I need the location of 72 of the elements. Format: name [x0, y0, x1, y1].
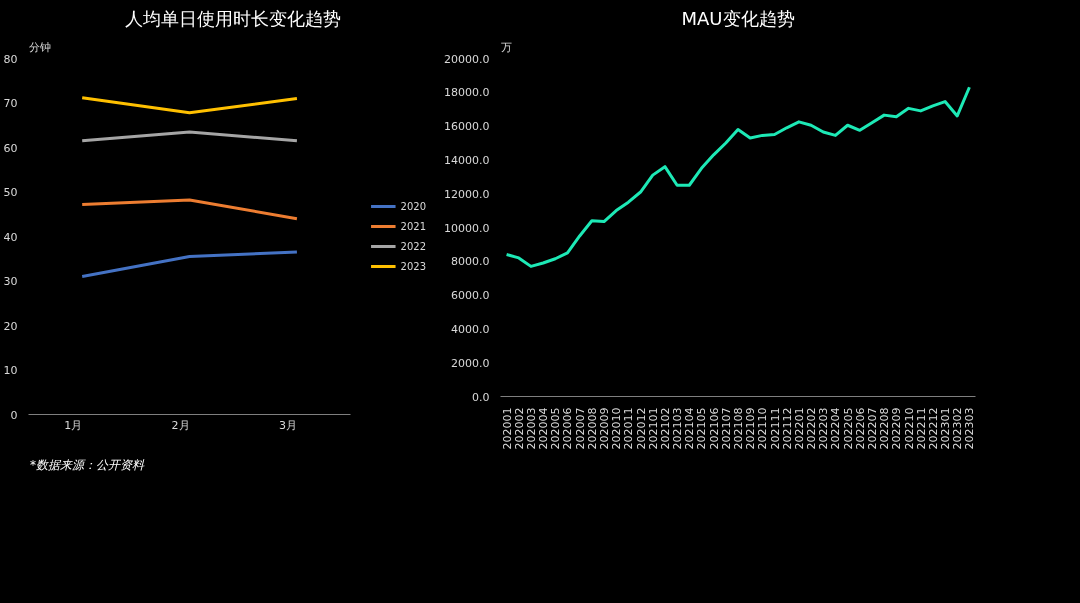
y-tick-label: 20000.0 — [444, 52, 490, 66]
text: *数据来源：公开资料 — [30, 457, 144, 474]
x-tick-label: 202110 — [756, 407, 770, 450]
x-tick-label: 202206 — [853, 407, 867, 450]
x-tick-label: 202011 — [622, 407, 636, 450]
y-tick-label: 30 — [3, 275, 18, 288]
x-tick-label: 202211 — [914, 407, 928, 450]
x-tick-label: 202003 — [524, 407, 538, 450]
legend-label: 2020 — [400, 200, 426, 212]
x-tick-label: 202005 — [549, 407, 563, 450]
x-tick-label: 1月 — [64, 419, 83, 432]
y-tick-label: 20 — [3, 319, 18, 333]
y-tick-label: 10 — [3, 364, 18, 377]
x-tick-label: 202204 — [829, 407, 843, 450]
x-tick-label: 202302 — [951, 407, 965, 450]
x-tick-label: 202109 — [744, 407, 758, 450]
legend-label: 2022 — [400, 240, 426, 252]
x-tick-label: 202202 — [805, 407, 819, 450]
x-tick-label: 202009 — [598, 407, 612, 450]
x-tick-label: 202111 — [768, 407, 782, 450]
x-tick-label: 202203 — [817, 407, 831, 450]
x-tick-label: 3月 — [278, 419, 297, 432]
y-tick-label: 6000.0 — [451, 289, 490, 303]
x-tick-label: 202112 — [780, 407, 794, 450]
x-tick-label: 202102 — [658, 407, 672, 450]
y-tick-label: 0 — [10, 408, 18, 422]
x-tick-label: 202010 — [610, 407, 624, 450]
x-tick-label: 202101 — [646, 407, 660, 450]
chart-title: 人均单日使用时长变化趋势 — [124, 7, 341, 29]
x-tick-label: 202201 — [792, 407, 806, 450]
line-series — [505, 85, 971, 268]
x-tick-label: 202208 — [878, 407, 892, 450]
y-axis-title: 万 — [500, 40, 512, 54]
x-tick-label: 202212 — [926, 407, 940, 450]
x-tick-label: 202007 — [573, 407, 587, 450]
x-tick-label: 202008 — [585, 407, 599, 450]
y-tick-label: 4000.0 — [451, 322, 490, 336]
y-tick-label: 40 — [3, 230, 18, 244]
y-tick-label: 2000.0 — [451, 356, 490, 370]
x-tick-label: 202209 — [890, 407, 904, 450]
y-tick-label: 70 — [3, 97, 18, 110]
y-tick-label: 16000.0 — [444, 120, 490, 134]
x-tick-label: 202104 — [683, 407, 697, 450]
x-tick-label: 202001 — [500, 407, 514, 450]
x-tick-label: 2月 — [171, 419, 190, 432]
legend-label: 2021 — [400, 220, 426, 232]
x-tick-label: 202002 — [512, 407, 526, 450]
y-tick-label: 8000.0 — [451, 255, 490, 269]
x-tick-label: 202207 — [865, 407, 879, 450]
x-tick-label: 202106 — [707, 407, 721, 450]
y-tick-label: 60 — [3, 141, 18, 155]
chart-title: MAU变化趋势 — [681, 7, 795, 29]
x-tick-label: 202012 — [634, 407, 648, 450]
x-tick-label: 202006 — [561, 407, 575, 450]
y-tick-label: 50 — [3, 186, 18, 199]
y-tick-label: 18000.0 — [444, 86, 490, 100]
x-tick-label: 202210 — [902, 407, 916, 450]
x-tick-label: 202004 — [537, 407, 551, 450]
y-axis-title: 分钟 — [28, 40, 51, 54]
y-tick-label: 10000.0 — [444, 221, 490, 235]
y-tick-label: 12000.0 — [444, 187, 490, 201]
x-tick-label: 202303 — [963, 407, 977, 450]
x-tick-label: 202108 — [732, 407, 745, 450]
x-tick-label: 202107 — [719, 407, 733, 450]
y-tick-label: 0.0 — [472, 390, 490, 404]
x-tick-label: 202301 — [939, 407, 953, 450]
legend-label: 2023 — [400, 260, 426, 272]
y-tick-label: 14000.0 — [444, 153, 490, 167]
x-tick-label: 202205 — [841, 407, 855, 450]
x-tick-label: 202103 — [671, 407, 685, 450]
x-tick-label: 202105 — [695, 407, 709, 450]
y-tick-label: 80 — [3, 52, 18, 66]
